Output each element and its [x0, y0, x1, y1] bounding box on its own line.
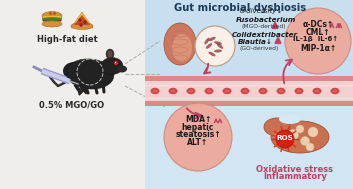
Text: Oxidative stress: Oxidative stress	[257, 165, 334, 174]
Ellipse shape	[172, 34, 192, 62]
Ellipse shape	[294, 88, 304, 94]
FancyBboxPatch shape	[145, 76, 353, 81]
FancyBboxPatch shape	[145, 81, 353, 101]
Ellipse shape	[279, 114, 301, 124]
Ellipse shape	[312, 88, 322, 94]
Ellipse shape	[217, 43, 223, 49]
Text: ALT↑: ALT↑	[187, 138, 209, 147]
Text: (GO-derived): (GO-derived)	[240, 46, 279, 51]
Circle shape	[287, 129, 299, 140]
Text: Colidextribacter: Colidextribacter	[232, 32, 298, 38]
Text: steatosis↑: steatosis↑	[175, 130, 221, 139]
Ellipse shape	[279, 90, 283, 92]
Text: Inflammatory: Inflammatory	[263, 172, 327, 181]
Ellipse shape	[168, 88, 178, 94]
Text: IL-1β  IL-6↑: IL-1β IL-6↑	[293, 36, 339, 42]
Ellipse shape	[63, 62, 85, 80]
Text: Fusobacterium: Fusobacterium	[236, 17, 296, 23]
Ellipse shape	[101, 57, 123, 74]
Ellipse shape	[214, 41, 222, 45]
Ellipse shape	[171, 90, 175, 92]
Text: CML↑: CML↑	[306, 28, 330, 37]
Ellipse shape	[315, 90, 319, 92]
Ellipse shape	[42, 12, 62, 20]
FancyBboxPatch shape	[0, 0, 145, 189]
Ellipse shape	[153, 90, 157, 92]
Circle shape	[300, 136, 310, 146]
Circle shape	[282, 136, 292, 146]
Circle shape	[79, 23, 83, 27]
Ellipse shape	[66, 59, 114, 89]
Circle shape	[306, 143, 314, 151]
Ellipse shape	[204, 38, 210, 44]
Circle shape	[296, 125, 304, 133]
Ellipse shape	[42, 17, 62, 21]
Circle shape	[276, 130, 294, 148]
Circle shape	[285, 8, 351, 74]
Text: MDA↑: MDA↑	[185, 115, 211, 124]
Text: α-diversity↓: α-diversity↓	[240, 8, 283, 14]
Text: (MGO-derived): (MGO-derived)	[241, 24, 286, 29]
Ellipse shape	[164, 23, 196, 65]
Circle shape	[115, 62, 116, 63]
Circle shape	[195, 26, 235, 66]
Ellipse shape	[206, 43, 212, 49]
Ellipse shape	[333, 90, 337, 92]
Ellipse shape	[106, 49, 114, 59]
Ellipse shape	[214, 50, 222, 53]
FancyBboxPatch shape	[145, 101, 353, 106]
FancyBboxPatch shape	[145, 95, 353, 189]
Circle shape	[83, 20, 87, 24]
Text: High-fat diet: High-fat diet	[37, 35, 97, 44]
Ellipse shape	[208, 37, 216, 41]
Text: hepatic: hepatic	[182, 123, 214, 132]
Ellipse shape	[117, 66, 127, 73]
Ellipse shape	[264, 118, 290, 136]
Polygon shape	[74, 15, 90, 25]
Ellipse shape	[222, 88, 232, 94]
Ellipse shape	[186, 88, 196, 94]
Ellipse shape	[150, 88, 160, 94]
Circle shape	[78, 18, 82, 22]
Text: Blautia↓: Blautia↓	[238, 39, 273, 45]
Ellipse shape	[42, 21, 62, 27]
Text: α-DCs↑: α-DCs↑	[303, 20, 334, 29]
Ellipse shape	[71, 22, 93, 29]
Ellipse shape	[330, 88, 340, 94]
FancyBboxPatch shape	[42, 18, 61, 22]
Ellipse shape	[276, 88, 286, 94]
Ellipse shape	[271, 121, 329, 153]
Ellipse shape	[225, 90, 229, 92]
Ellipse shape	[258, 88, 268, 94]
Circle shape	[308, 127, 318, 137]
Circle shape	[164, 103, 232, 171]
Text: 0.5% MGO/GO: 0.5% MGO/GO	[40, 101, 104, 110]
Text: MIP-1α↑: MIP-1α↑	[300, 44, 336, 53]
Ellipse shape	[297, 90, 301, 92]
Ellipse shape	[243, 90, 247, 92]
Circle shape	[114, 61, 118, 65]
Ellipse shape	[108, 50, 113, 57]
Ellipse shape	[189, 90, 193, 92]
Text: Gut microbial dysbiosis: Gut microbial dysbiosis	[174, 3, 306, 13]
Ellipse shape	[261, 90, 265, 92]
Ellipse shape	[204, 88, 214, 94]
FancyBboxPatch shape	[145, 0, 353, 189]
FancyBboxPatch shape	[43, 16, 61, 18]
Ellipse shape	[207, 90, 211, 92]
Text: ROS: ROS	[276, 135, 293, 141]
Ellipse shape	[209, 52, 216, 56]
Polygon shape	[71, 12, 93, 28]
Ellipse shape	[240, 88, 250, 94]
